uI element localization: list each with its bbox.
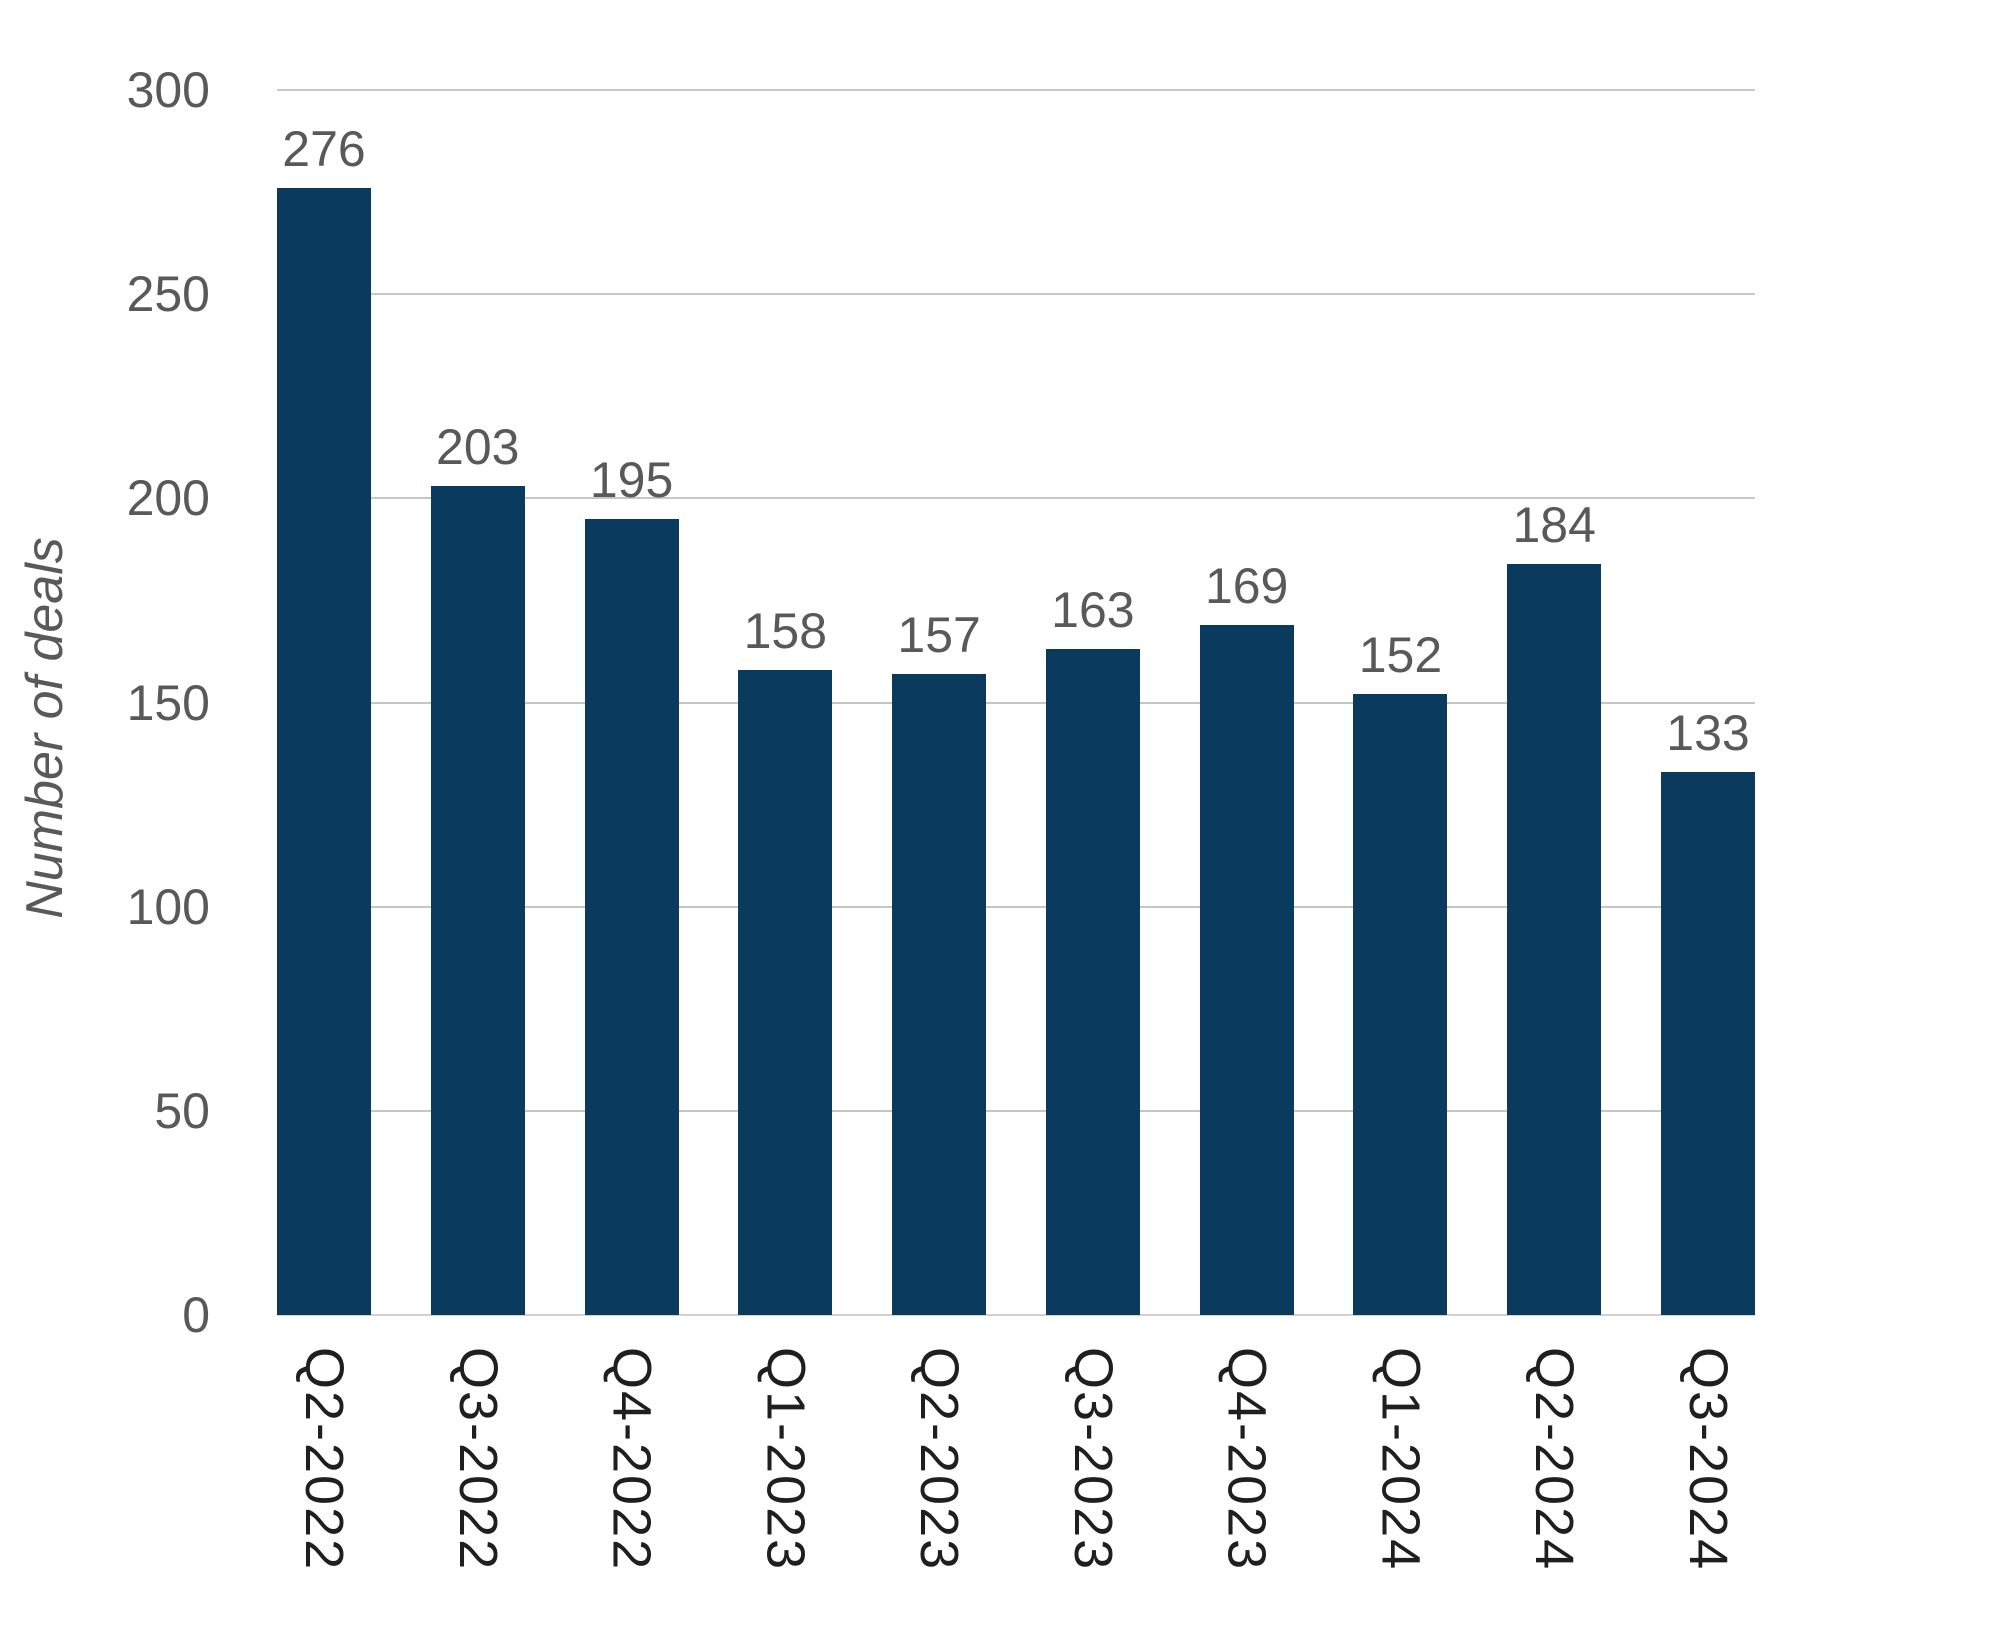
bar-value-label: 203 [436,419,520,476]
y-tick-label: 0 [182,1287,210,1343]
bar [892,673,987,1315]
x-tick-label: Q2-2023 [909,1347,970,1572]
x-tick-label: Q3-2022 [447,1347,508,1572]
bar-value-label: 157 [897,606,981,663]
y-tick-label: 300 [126,62,210,118]
bar [1353,694,1448,1315]
x-tick-label: Q2-2024 [1524,1347,1585,1572]
bar-value-label: 158 [743,602,828,659]
y-tick-label: 250 [126,266,210,323]
bar-value-label: 276 [282,121,366,177]
y-tick-label: 50 [154,1082,210,1139]
plot-area: 276 203 195 158 157 163 169 152 184 133 [277,89,1755,1316]
y-tick-label: 100 [126,878,210,935]
bar-value-label: 133 [1666,704,1750,761]
x-tick-label: Q1-2024 [1370,1347,1431,1572]
bar-value-label: 169 [1204,557,1289,614]
x-tick-label: Q3-2023 [1062,1347,1123,1572]
x-tick-label: Q1-2023 [755,1347,816,1572]
x-tick-label: Q4-2023 [1216,1347,1277,1572]
gridline [277,497,1755,500]
bar [430,486,525,1315]
bar [277,188,371,1315]
bar-value-label: 184 [1512,496,1596,553]
gridline [277,293,1755,296]
bar-value-label: 163 [1051,582,1135,639]
x-tick-label: Q3-2024 [1678,1347,1738,1572]
bar [738,669,833,1315]
gridline [277,905,1755,908]
bar [1199,624,1294,1315]
gridline [277,701,1755,704]
y-tick-label: 200 [126,470,210,527]
bar [1045,649,1140,1315]
bar-value-label: 195 [589,451,674,508]
x-tick-label: Q2-2022 [294,1347,354,1572]
bar [584,518,679,1315]
y-tick-label: 150 [126,674,210,731]
gridline [277,89,1755,91]
x-tick-label: Q4-2022 [601,1347,662,1572]
x-axis-baseline [277,1314,1755,1316]
bar [1661,771,1755,1315]
bar [1507,563,1602,1315]
bar-value-label: 152 [1358,627,1443,684]
gridline [277,1109,1755,1112]
